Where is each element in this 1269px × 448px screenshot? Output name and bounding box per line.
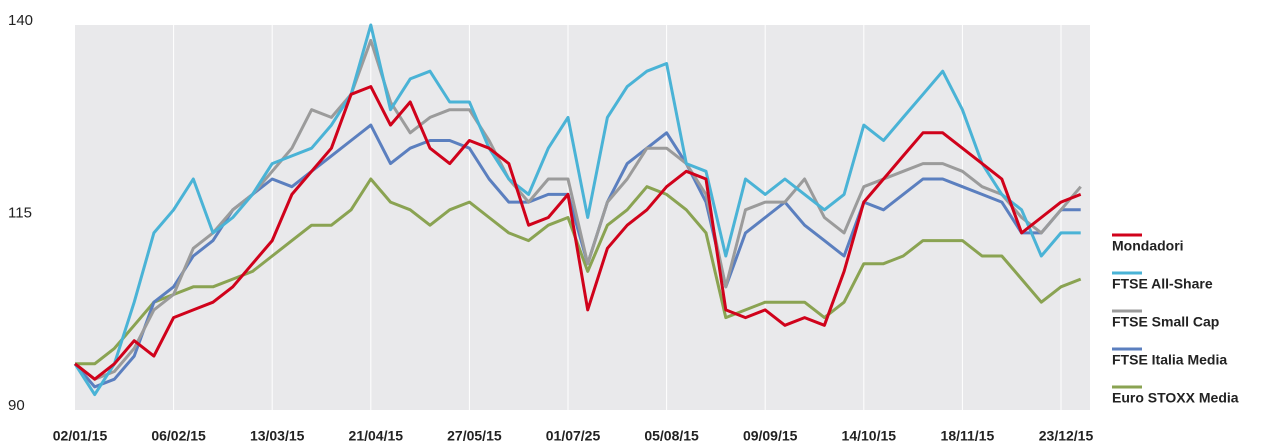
x-tick-label: 06/02/15 [151, 428, 206, 444]
y-tick-label: 115 [8, 204, 32, 221]
y-tick-label: 140 [8, 12, 33, 29]
series-line [74, 38, 1082, 381]
x-tick-label: 27/05/15 [447, 428, 502, 444]
x-tick-label: 09/09/15 [743, 428, 798, 444]
legend-label: FTSE Small Cap [1112, 314, 1219, 330]
plot-area [75, 25, 1090, 410]
legend-label: FTSE Italia Media [1112, 352, 1227, 368]
x-tick-label: 18/11/15 [941, 428, 995, 444]
x-tick-label: 05/08/15 [644, 428, 699, 444]
legend-label: Mondadori [1112, 238, 1184, 254]
series-line [74, 85, 1082, 381]
legend-label: Euro STOXX Media [1112, 390, 1239, 406]
legend-label: FTSE All-Share [1112, 276, 1213, 292]
x-tick-label: 13/03/15 [250, 428, 305, 444]
x-tick-label: 01/07/25 [546, 428, 601, 444]
x-tick-label: 23/12/15 [1039, 428, 1094, 444]
x-tick-label: 02/01/15 [53, 428, 108, 444]
y-tick-label: 90 [8, 397, 25, 414]
x-tick-label: 14/10/15 [842, 428, 897, 444]
x-tick-label: 21/04/15 [349, 428, 404, 444]
series-line [73, 23, 1081, 397]
